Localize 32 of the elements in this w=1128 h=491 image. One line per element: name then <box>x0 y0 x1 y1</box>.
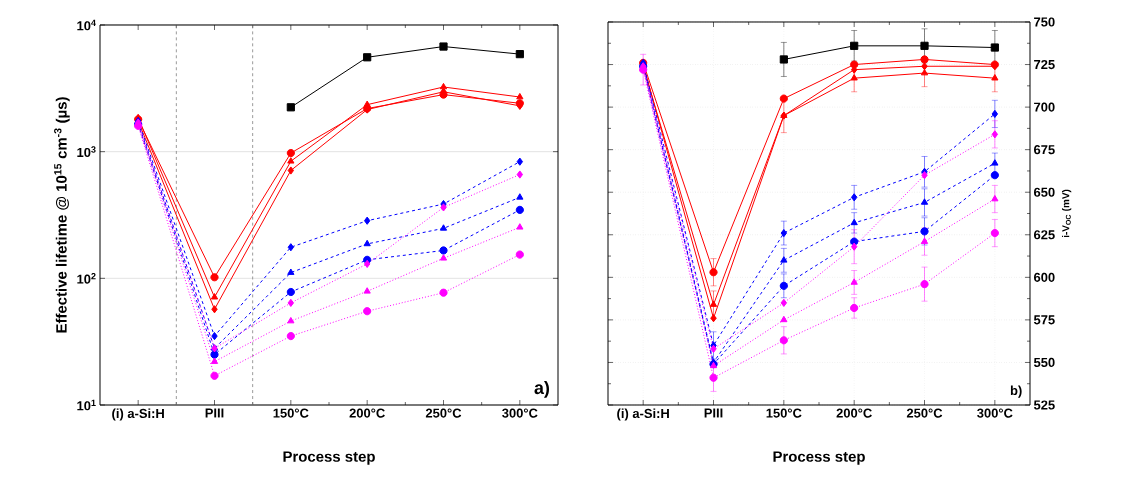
y-tick-label: 725 <box>1034 59 1055 70</box>
x-tick-label: 150°C <box>273 408 309 418</box>
y-tick-label: 10$^{4}$ <box>77 19 96 31</box>
x-tick-label: 250°C <box>425 408 462 418</box>
y-tick-label: 600 <box>1034 272 1055 282</box>
x-tick-label: 200°C <box>836 408 872 418</box>
y-tick-label: 650 <box>1034 187 1055 197</box>
x-tick-label: 150°C <box>766 408 802 418</box>
x-axis-title: Process step <box>283 451 375 465</box>
y-tick-label: 525 <box>1033 400 1055 410</box>
y-tick-label: 10$^{3}$ <box>77 146 96 158</box>
y-tick-label: 675 <box>1034 145 1055 155</box>
y-tick-label: 10$^{2}$ <box>77 272 96 284</box>
x-tick-label: (i) a-Si:H <box>617 408 669 421</box>
annotation: b) <box>1010 385 1022 398</box>
x-axis-title: Process step <box>773 451 865 465</box>
y-tick-label: 550 <box>1033 357 1055 368</box>
y-axis-title: Effective lifetime @ 10$^{15}$ cm$^{-3}$ (µs) <box>54 97 70 333</box>
y-tick-label: 575 <box>1033 315 1055 325</box>
x-tick-label: 300°C <box>977 408 1013 418</box>
x-tick-label: 250°C <box>906 408 943 418</box>
y-axis-title: i-V$_{OC}$ (mV) <box>1061 189 1072 238</box>
y-tick-label: 700 <box>1034 102 1055 112</box>
x-tick-label: PIII <box>205 408 224 418</box>
annotation: a) <box>534 380 550 398</box>
y-tick-label: 625 <box>1034 230 1055 240</box>
x-tick-label: 200°C <box>349 408 385 418</box>
y-tick-label: 10$^{1}$ <box>77 399 96 411</box>
x-tick-label: (i) a-Si:H <box>112 408 164 421</box>
y-tick-label: 750 <box>1034 17 1055 27</box>
x-tick-label: 300°C <box>502 408 538 418</box>
x-tick-label: PIII <box>704 408 723 418</box>
